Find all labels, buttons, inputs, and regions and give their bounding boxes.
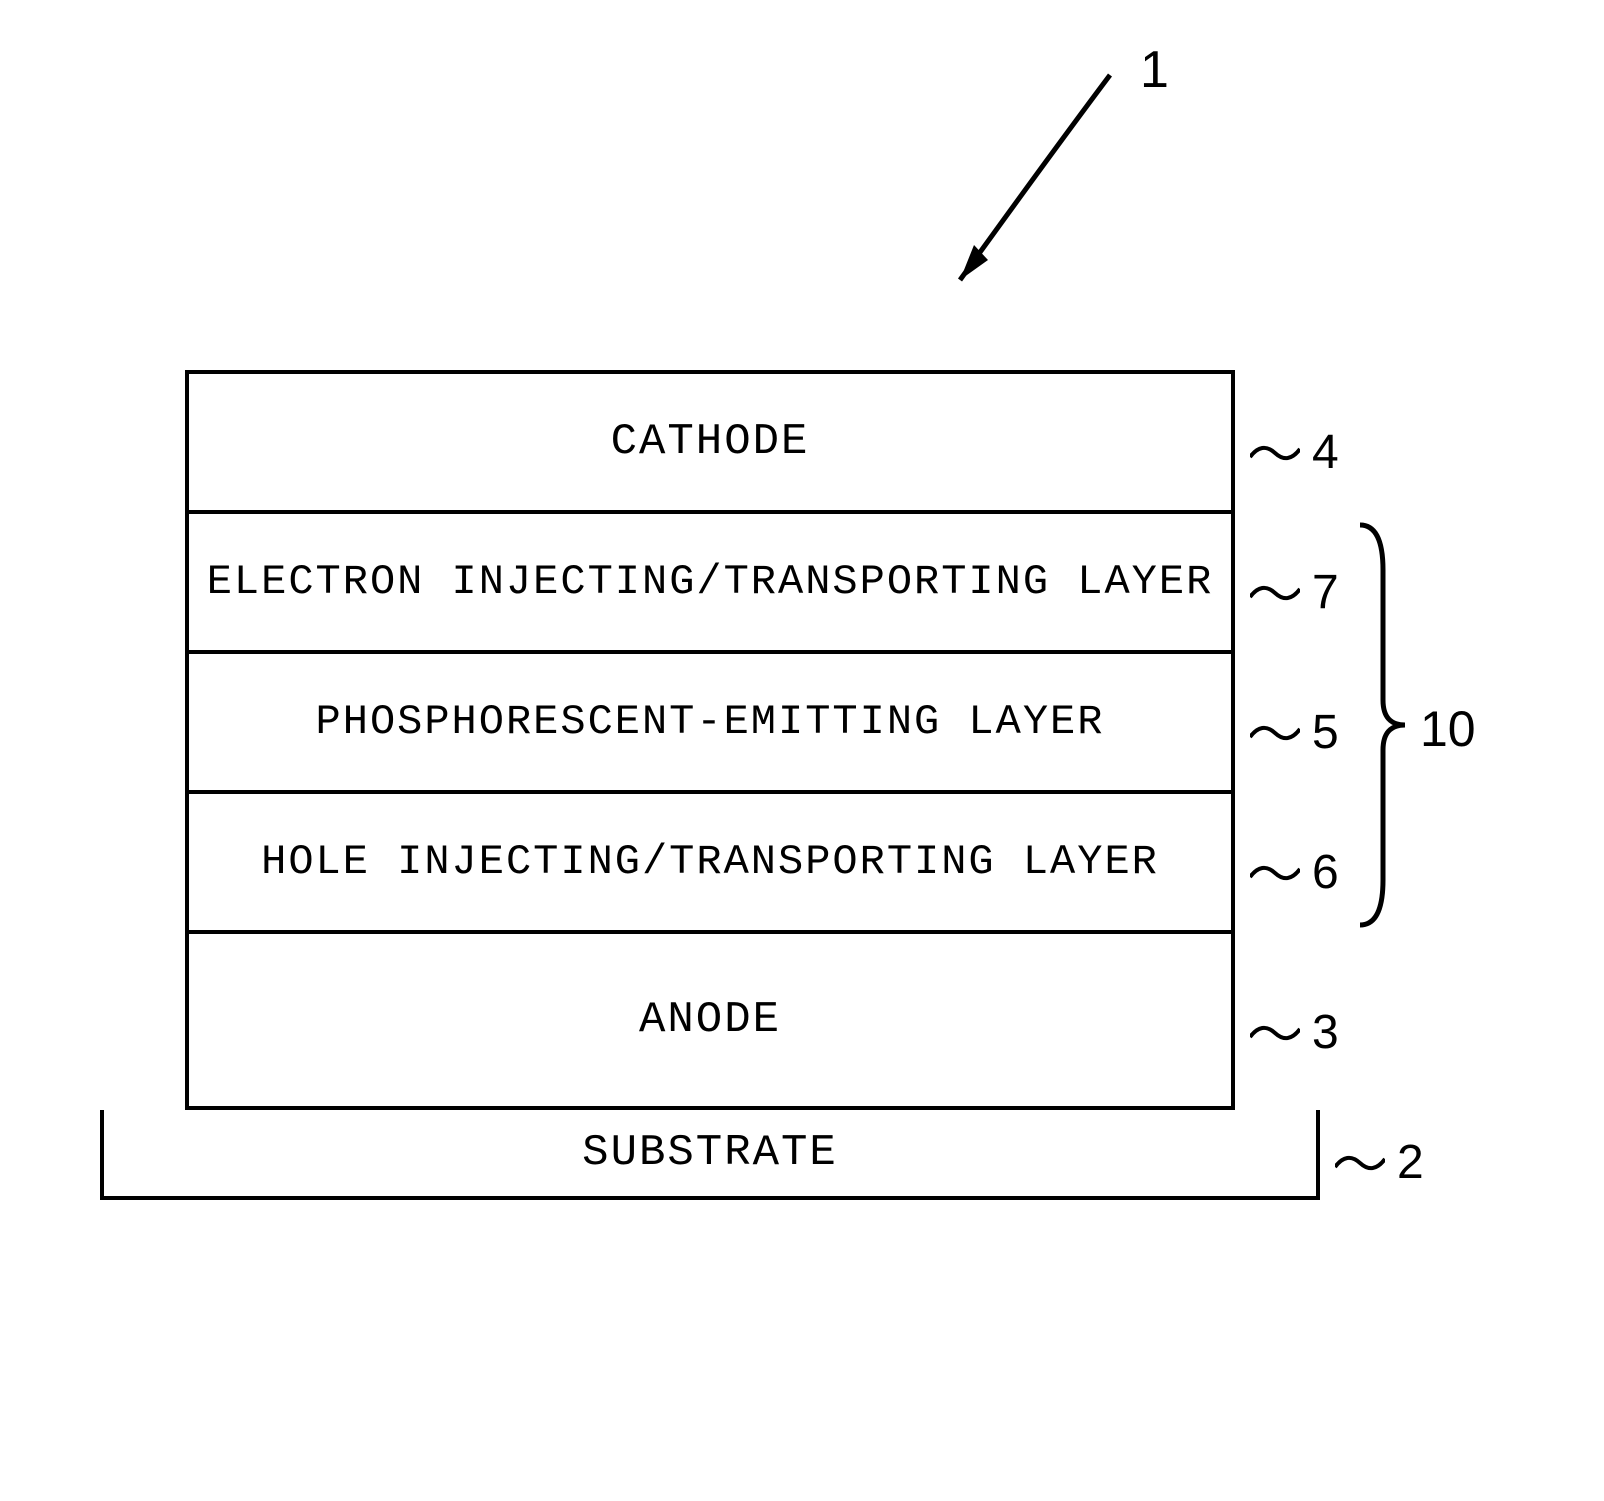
pointer-label: 1 bbox=[1140, 40, 1169, 100]
layer-electron-text: ELECTRON INJECTING/TRANSPORTING LAYER bbox=[207, 558, 1214, 606]
tilde-icon bbox=[1335, 1151, 1385, 1175]
layer-substrate: SUBSTRATE bbox=[100, 1110, 1320, 1200]
group-10-text: 10 bbox=[1420, 700, 1476, 758]
ref-label-5: 5 bbox=[1250, 705, 1339, 760]
ref-label-6: 6 bbox=[1250, 845, 1339, 900]
layer-cathode: CATHODE bbox=[185, 370, 1235, 510]
layer-phosphorescent: PHOSPHORESCENT-EMITTING LAYER bbox=[185, 650, 1235, 790]
layer-anode-text: ANODE bbox=[639, 995, 781, 1045]
ref-7-text: 7 bbox=[1312, 565, 1339, 620]
layer-hole-text: HOLE INJECTING/TRANSPORTING LAYER bbox=[261, 838, 1159, 886]
ref-4-text: 4 bbox=[1312, 425, 1339, 480]
tilde-icon bbox=[1250, 721, 1300, 745]
pointer-arrow bbox=[900, 55, 1160, 315]
ref-3-text: 3 bbox=[1312, 1005, 1339, 1060]
ref-2-text: 2 bbox=[1397, 1135, 1424, 1190]
ref-6-text: 6 bbox=[1312, 845, 1339, 900]
group-brace bbox=[1355, 520, 1415, 930]
ref-label-3: 3 bbox=[1250, 1005, 1339, 1060]
ref-label-4: 4 bbox=[1250, 425, 1339, 480]
tilde-icon bbox=[1250, 581, 1300, 605]
layer-diagram: CATHODE ELECTRON INJECTING/TRANSPORTING … bbox=[100, 370, 1500, 1200]
ref-label-2: 2 bbox=[1335, 1135, 1424, 1190]
layer-substrate-text: SUBSTRATE bbox=[582, 1128, 838, 1178]
layer-phosphorescent-text: PHOSPHORESCENT-EMITTING LAYER bbox=[316, 698, 1105, 746]
layer-electron: ELECTRON INJECTING/TRANSPORTING LAYER bbox=[185, 510, 1235, 650]
layer-stack: CATHODE ELECTRON INJECTING/TRANSPORTING … bbox=[185, 370, 1235, 1110]
group-label-10: 10 bbox=[1420, 700, 1476, 758]
tilde-icon bbox=[1250, 1021, 1300, 1045]
tilde-icon bbox=[1250, 441, 1300, 465]
pointer-label-text: 1 bbox=[1140, 40, 1169, 100]
ref-5-text: 5 bbox=[1312, 705, 1339, 760]
ref-label-7: 7 bbox=[1250, 565, 1339, 620]
layer-cathode-text: CATHODE bbox=[611, 417, 810, 467]
layer-hole: HOLE INJECTING/TRANSPORTING LAYER bbox=[185, 790, 1235, 930]
tilde-icon bbox=[1250, 861, 1300, 885]
layer-anode: ANODE bbox=[185, 930, 1235, 1110]
